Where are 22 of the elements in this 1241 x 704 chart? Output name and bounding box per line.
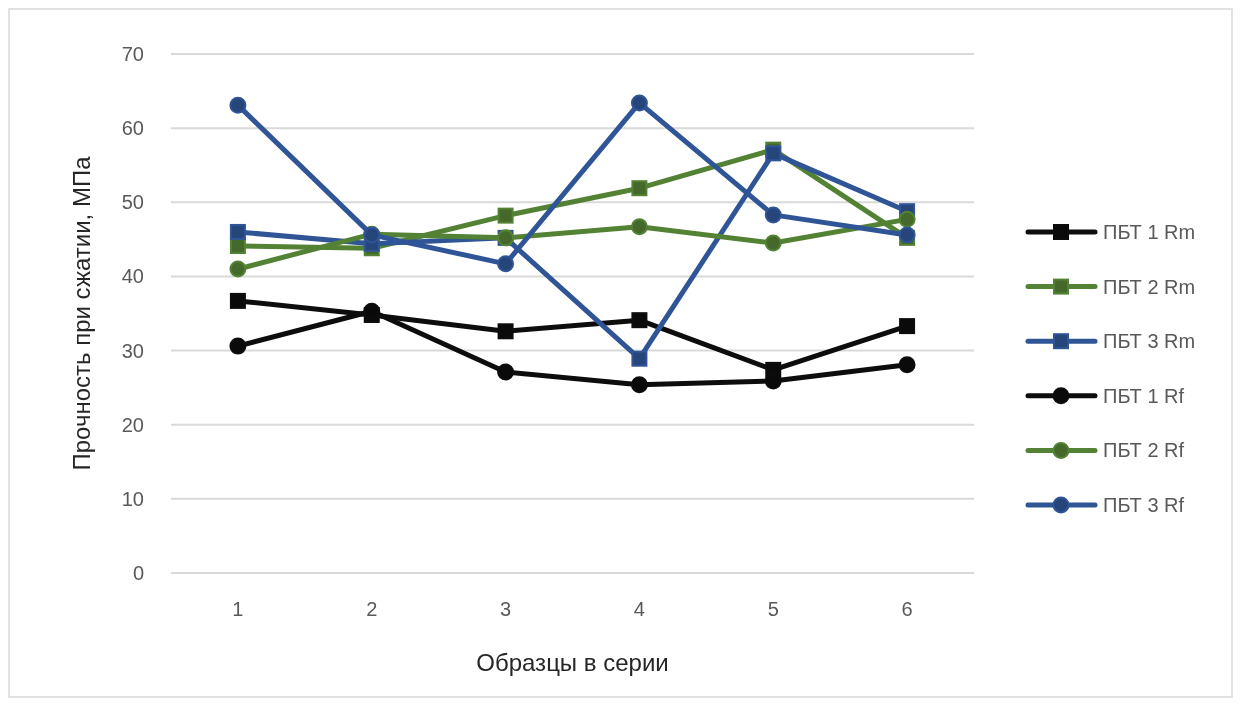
y-tick-label: 30 bbox=[121, 339, 144, 362]
legend-label: ПБТ 2 Rf bbox=[1103, 439, 1185, 462]
y-tick-label: 60 bbox=[121, 117, 144, 140]
x-axis-title: Образцы в серии bbox=[476, 649, 669, 676]
y-tick-label: 20 bbox=[121, 413, 144, 436]
y-axis-title: Прочность при сжатии, МПа bbox=[68, 155, 95, 471]
x-tick-label: 4 bbox=[633, 598, 645, 620]
legend-label: ПБТ 3 Rm bbox=[1103, 330, 1196, 353]
y-tick-label: 10 bbox=[121, 487, 144, 510]
y-tick-label: 50 bbox=[121, 191, 144, 214]
legend-label: ПБТ 1 Rf bbox=[1103, 384, 1185, 407]
x-tick-label: 1 bbox=[232, 598, 244, 620]
legend-label: ПБТ 2 Rm bbox=[1103, 275, 1196, 298]
legend-label: ПБТ 3 Rf bbox=[1103, 494, 1185, 516]
x-tick-label: 5 bbox=[767, 598, 779, 620]
y-tick-label: 40 bbox=[121, 265, 144, 288]
y-tick-label: 70 bbox=[121, 43, 144, 65]
y-tick-label: 0 bbox=[132, 562, 144, 584]
x-tick-label: 2 bbox=[366, 598, 378, 620]
x-tick-label: 6 bbox=[901, 598, 913, 620]
x-tick-label: 3 bbox=[500, 598, 512, 620]
legend-label: ПБТ 1 Rm bbox=[1103, 221, 1196, 243]
